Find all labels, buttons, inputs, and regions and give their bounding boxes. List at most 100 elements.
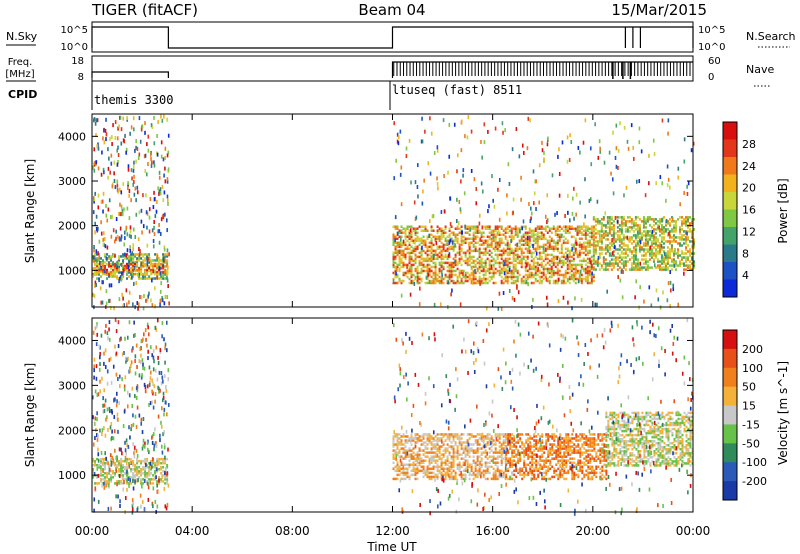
heat-cell [438,439,441,442]
scatter-cell [448,240,451,245]
heat-cell [420,261,423,265]
heat-cell [516,277,519,281]
heat-cell [466,447,469,450]
heat-cell [164,259,167,262]
heat-cell [523,461,526,464]
heat-cell [584,245,587,249]
heat-cell [526,269,529,273]
heat-cell [440,229,443,232]
heat-cell [636,268,639,271]
heat-cell [688,230,691,233]
heat-cell [510,275,513,279]
heat-cell [394,435,397,438]
heat-cell [428,451,431,454]
heat-cell [408,233,411,237]
heat-cell [592,275,595,279]
heat-cell [492,471,495,475]
heat-cell [140,277,143,280]
heat-cell [410,231,413,235]
scatter-cell [161,118,164,123]
heat-cell [492,265,495,269]
heat-cell [94,266,97,270]
heat-cell [674,220,677,223]
heat-cell [510,269,513,273]
scatter-cell [115,236,117,241]
heat-cell [412,439,415,442]
heat-cell [112,272,115,276]
heat-cell [408,455,411,458]
heat-cell [444,243,447,247]
heat-cell [646,240,649,243]
heat-cell [454,263,457,267]
scatter-cell [120,277,123,282]
heat-cell [160,457,163,461]
heat-cell [142,482,145,485]
heat-cell [120,474,123,477]
heat-cell [554,279,557,283]
colorbar-tick-label: 28 [742,138,756,151]
heat-cell [164,268,167,272]
heat-cell [582,257,585,261]
heat-cell [394,477,397,481]
heat-cell [434,265,437,269]
heat-cell [460,281,463,285]
heat-cell [144,467,147,471]
heat-cell [472,231,475,235]
scatter-cell [439,302,442,307]
heat-cell [418,277,421,281]
heat-cell [432,265,435,269]
heat-cell [548,269,551,273]
heat-cell [444,463,447,467]
heat-cell [452,469,455,473]
heat-cell [452,249,455,253]
heat-cell [502,253,505,257]
scatter-cell [166,248,169,253]
heat-cell [516,255,519,259]
heat-cell [150,461,153,465]
heat-cell [148,461,151,465]
heat-cell [414,453,417,456]
heat-cell [434,439,437,442]
heat-cell [622,248,625,251]
scatter-cell [123,242,126,247]
scatter-cell [571,211,574,216]
heat-cell [410,463,413,467]
heat-cell [494,457,497,460]
heat-cell [464,453,467,456]
heat-cell [460,257,463,261]
heat-cell [474,439,477,442]
heat-cell [500,257,503,261]
scatter-cell [125,225,128,230]
heat-cell [506,269,509,273]
heat-cell [548,267,551,271]
heat-cell [136,457,139,461]
scatter-cell [488,204,490,209]
heat-cell [482,231,485,235]
heat-cell [398,443,401,446]
heat-cell [594,246,597,249]
scatter-cell [494,126,497,131]
heat-cell [470,465,473,469]
heat-cell [527,437,530,440]
heat-cell [650,218,653,221]
heat-cell [116,270,119,274]
heat-cell [92,275,94,278]
heat-cell [104,261,107,264]
heat-cell [552,225,555,228]
scatter-cell [103,269,106,274]
scatter-cell [429,218,431,223]
scatter-cell [125,150,127,155]
heat-cell [646,234,649,237]
heat-cell [420,465,423,469]
heat-cell [512,251,515,255]
scatter-cell [103,170,105,175]
heat-cell [680,236,683,239]
heat-cell [424,447,427,450]
heat-cell [436,279,439,283]
heat-cell [594,232,597,235]
scatter-cell [162,157,165,162]
heat-cell [660,258,663,261]
heat-cell [396,463,399,467]
heat-cell [448,247,451,251]
heat-cell [408,437,411,440]
